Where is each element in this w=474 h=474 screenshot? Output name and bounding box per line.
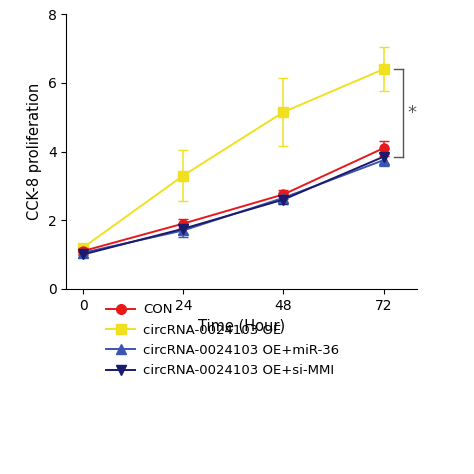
X-axis label: Time (Hour): Time (Hour) xyxy=(198,318,285,333)
Text: *: * xyxy=(408,104,417,122)
Y-axis label: CCK-8 proliferation: CCK-8 proliferation xyxy=(27,83,42,220)
Legend: CON, circRNA-0024103 OE, circRNA-0024103 OE+miR-36, circRNA-0024103 OE+si-MMI: CON, circRNA-0024103 OE, circRNA-0024103… xyxy=(101,298,345,383)
